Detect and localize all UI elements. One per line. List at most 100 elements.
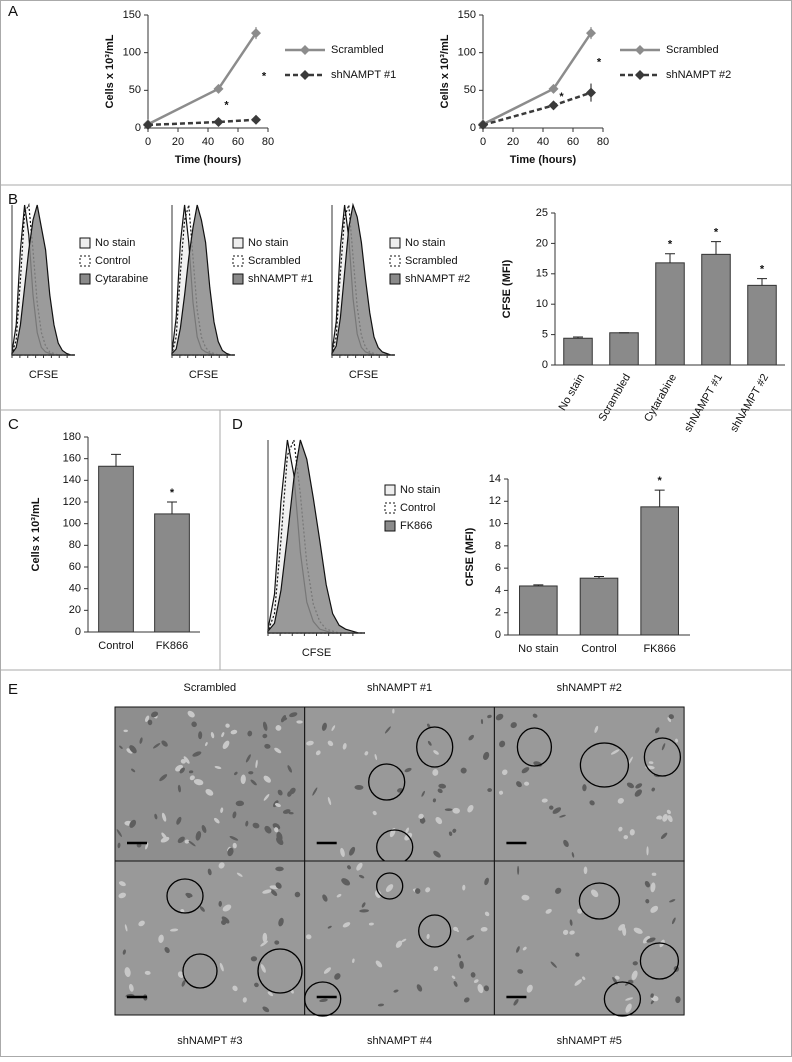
micrograph: [304, 860, 495, 1016]
cell: [650, 905, 659, 913]
y-tick-label: 20: [69, 604, 81, 616]
cell: [642, 935, 651, 944]
cell: [499, 740, 506, 748]
histogram: [11, 203, 75, 356]
x-tick-label: 20: [507, 136, 519, 148]
x-axis-label: CFSE: [349, 369, 378, 381]
significance: *: [668, 239, 673, 251]
cell: [227, 847, 234, 857]
bar: [563, 337, 593, 366]
error-bar: [111, 453, 121, 467]
cell: [372, 810, 377, 816]
cell: [145, 842, 149, 850]
cell: [517, 865, 520, 875]
y-tick-label: 0: [75, 626, 81, 638]
cell: [287, 765, 293, 773]
cell: [364, 751, 369, 756]
histogram: [331, 202, 395, 356]
cell: [623, 835, 629, 840]
cell: [220, 807, 224, 813]
cell: [617, 798, 624, 804]
cell: [374, 753, 378, 761]
x-axis-label: CFSE: [189, 369, 218, 381]
cell: [668, 714, 674, 720]
cell: [347, 865, 351, 870]
cell: [675, 738, 679, 743]
cell: [459, 960, 464, 969]
cell: [274, 803, 281, 808]
cell: [164, 947, 170, 954]
cell: [418, 813, 424, 819]
cell: [235, 800, 245, 807]
cell: [644, 880, 651, 888]
cell: [188, 770, 194, 774]
significance: *: [224, 99, 229, 111]
cell: [583, 866, 588, 875]
legend-label: Scrambled: [331, 44, 384, 56]
series-line: [147, 32, 258, 126]
cell: [669, 899, 676, 903]
histogram: [267, 439, 365, 634]
series-line: [147, 118, 257, 127]
cell: [327, 740, 334, 747]
cell: [477, 984, 484, 994]
micrograph-caption: shNAMPT #3: [177, 1035, 242, 1047]
cell: [254, 982, 259, 988]
cell: [432, 769, 439, 776]
legend-marker: [300, 45, 310, 55]
bar: [609, 332, 639, 366]
bar: [579, 577, 619, 636]
cell: [341, 878, 351, 886]
cell: [276, 831, 283, 842]
micrograph-caption: shNAMPT #4: [367, 1035, 432, 1047]
x-tick-label: 80: [262, 136, 274, 148]
cell: [651, 872, 657, 876]
cell: [229, 836, 239, 841]
cell: [177, 836, 185, 844]
cell: [473, 979, 479, 983]
marker: [213, 116, 224, 127]
legend-swatch: [384, 484, 396, 496]
cell: [467, 805, 474, 813]
x-tick-label: Control: [98, 640, 133, 652]
highlight-circle: [603, 981, 642, 1017]
cell: [675, 996, 681, 1004]
cell: [618, 924, 626, 931]
cell: [159, 774, 168, 782]
micrograph-caption: shNAMPT #5: [557, 1035, 622, 1047]
significance: *: [658, 475, 663, 487]
cell: [453, 926, 459, 932]
cell: [425, 887, 431, 893]
cell: [405, 827, 410, 834]
highlight-circle: [639, 942, 680, 980]
cell: [201, 825, 207, 833]
cell: [552, 807, 562, 814]
cell: [569, 930, 575, 935]
x-tick-label: 0: [145, 136, 151, 148]
cell: [117, 842, 121, 849]
cell: [118, 892, 127, 899]
cell: [632, 961, 638, 966]
cell: [433, 850, 441, 858]
cell: [275, 725, 282, 731]
cell: [484, 877, 489, 886]
cell: [188, 840, 196, 847]
cell: [222, 740, 230, 749]
cell: [296, 720, 303, 724]
y-tick-label: 140: [63, 474, 81, 486]
cell: [368, 922, 374, 926]
cell: [452, 807, 460, 814]
cell: [262, 733, 268, 739]
cell: [427, 740, 432, 746]
cell: [252, 822, 260, 829]
legend-swatch: [79, 237, 91, 249]
cell: [610, 749, 620, 755]
x-axis-label: Time (hours): [510, 154, 577, 166]
cell: [131, 768, 136, 773]
cell: [221, 732, 225, 738]
cell: [248, 771, 254, 775]
y-tick-label: 100: [123, 47, 141, 59]
cell: [419, 818, 425, 824]
y-axis-label: CFSE (MFI): [501, 259, 513, 318]
